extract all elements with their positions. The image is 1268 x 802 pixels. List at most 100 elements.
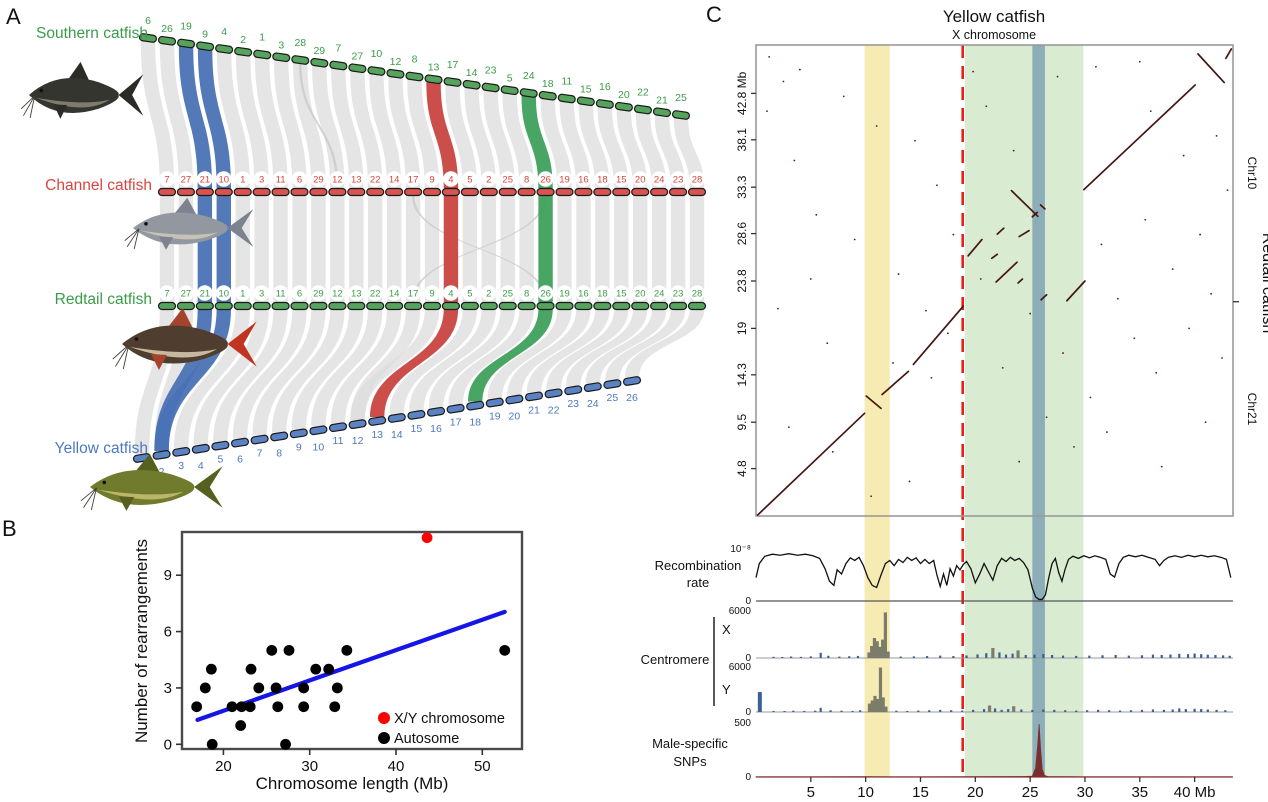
alignment-dot	[1089, 396, 1092, 399]
chromosome-capsule	[214, 301, 233, 311]
chromosome-number: 8	[524, 289, 529, 300]
chromosome-number: 28	[692, 175, 703, 186]
centromere-x-bar	[870, 646, 874, 658]
chromosome-capsule	[485, 397, 504, 408]
chromosome-capsule	[441, 301, 461, 311]
centromere-y-bar	[939, 709, 942, 712]
chromosome-capsule	[446, 403, 465, 414]
alignment-dot	[1138, 60, 1141, 63]
chromosome-capsule	[271, 187, 290, 197]
chromosome-number: 2	[159, 466, 165, 478]
dotplot-y-tick: 42.8 Mb	[735, 71, 749, 115]
dotplot-x-tick: 15	[912, 784, 929, 801]
chromosome-number-circle	[518, 285, 535, 301]
chromosome-number-circle	[594, 171, 611, 187]
dotplot-y-tick: 19	[735, 321, 749, 335]
alignment-dot	[1133, 337, 1136, 340]
chromosome-capsule	[574, 301, 593, 311]
chromosome-capsule	[536, 301, 555, 311]
fish-illustrations	[20, 61, 257, 511]
chromosome-capsule	[270, 431, 289, 442]
centromere-x-bar	[1178, 653, 1181, 658]
chromosome-number-circle	[367, 171, 384, 187]
chromosome-number: 8	[276, 447, 282, 459]
chromosome-number-circle	[443, 285, 459, 301]
centromere-x-bar	[1151, 654, 1155, 658]
chromosome-capsule	[176, 301, 196, 311]
chromosome-capsule	[234, 46, 253, 57]
chromosome-number: 19	[559, 175, 570, 186]
chromosome-number-circle	[689, 171, 705, 187]
chromosome-number: 18	[597, 289, 608, 300]
centromere-x-bar	[772, 656, 775, 658]
chromosome-number: 21	[200, 175, 211, 186]
centromere-x-bar	[965, 655, 968, 658]
chromosome-number-circle	[424, 171, 440, 187]
alignment-segment	[1031, 211, 1039, 218]
chromosome-number-circle	[310, 285, 327, 301]
chromosome-number: 21	[200, 289, 211, 300]
chromosome-number: 22	[637, 87, 649, 99]
centromere-x-bar	[939, 655, 942, 658]
chromosome-number: 13	[351, 175, 362, 186]
autosome-point	[205, 663, 217, 675]
chromosome-number-circle	[405, 285, 421, 301]
cent-y-max-tick: 6000	[729, 662, 752, 673]
chromosome-number: 11	[276, 289, 286, 300]
alignment-dot	[972, 70, 975, 73]
chromosome-capsule	[407, 410, 426, 420]
chromosome-number: 15	[616, 289, 627, 300]
highlight-bands	[864, 45, 1084, 779]
recombination-rate-line	[755, 553, 1232, 601]
dotplot-y-tick: 23.8	[735, 269, 749, 293]
centromere-y-bar	[1184, 709, 1187, 712]
chromosome-number: 27	[181, 289, 192, 300]
chromosome-number: 24	[587, 398, 599, 410]
legend-autosome-dot	[378, 732, 390, 744]
centromere-x-bar	[1193, 653, 1196, 658]
centromere-x-bar	[819, 652, 822, 658]
chromosome-capsule	[498, 187, 517, 197]
chromosome-number: 15	[616, 175, 627, 186]
autosome-point	[206, 738, 218, 750]
chromosome-number: 22	[548, 404, 560, 416]
chromosome-capsule	[517, 187, 536, 197]
chromosome-number: 12	[352, 435, 364, 447]
scatter-plot-border	[180, 530, 524, 751]
autosome-point	[199, 682, 211, 694]
centromere-y-bar	[1053, 709, 1056, 712]
centromere-x-bar	[1186, 654, 1190, 658]
cent-x-min-tick: 0	[745, 653, 751, 664]
alignment-dot	[826, 342, 829, 345]
chromosome-number-circle	[234, 285, 251, 301]
chromosome-number: 25	[502, 175, 513, 186]
chromosome-capsule	[668, 187, 688, 197]
centromere-y-bar	[1206, 709, 1209, 712]
autosome-point	[298, 682, 310, 694]
chromosome-number: 26	[540, 289, 551, 300]
alignment-dot	[936, 184, 938, 187]
chromosome-capsule	[252, 301, 271, 311]
centromere-y-bar	[961, 710, 964, 712]
scatter-x-tick: 50	[474, 758, 491, 775]
chromosome-number: 4	[198, 460, 204, 472]
centromere-y-bar	[1000, 709, 1003, 712]
dotplot-y-tick: 38.1	[735, 128, 749, 152]
alignment-dot	[1100, 243, 1103, 246]
chromosome-number: 19	[489, 411, 501, 423]
chromosome-number-circle	[480, 171, 497, 187]
alignment-dot	[930, 376, 933, 379]
chromosome-capsule	[253, 49, 272, 60]
alignment-dot	[809, 278, 812, 280]
alignment-dot	[1215, 134, 1218, 137]
chromosome-number: 9	[296, 441, 302, 453]
chromosome-capsule	[595, 99, 614, 109]
chromosome-number-circle	[689, 285, 705, 301]
centromere-x-bar	[848, 656, 851, 658]
chromosome-capsule	[328, 301, 347, 311]
centromere-y-bar	[829, 710, 832, 712]
alignment-dot	[985, 105, 988, 108]
recomb-min-tick: 0	[745, 596, 751, 607]
centromere-y-bar	[840, 710, 843, 712]
snp-label-2: SNPs	[673, 754, 707, 769]
